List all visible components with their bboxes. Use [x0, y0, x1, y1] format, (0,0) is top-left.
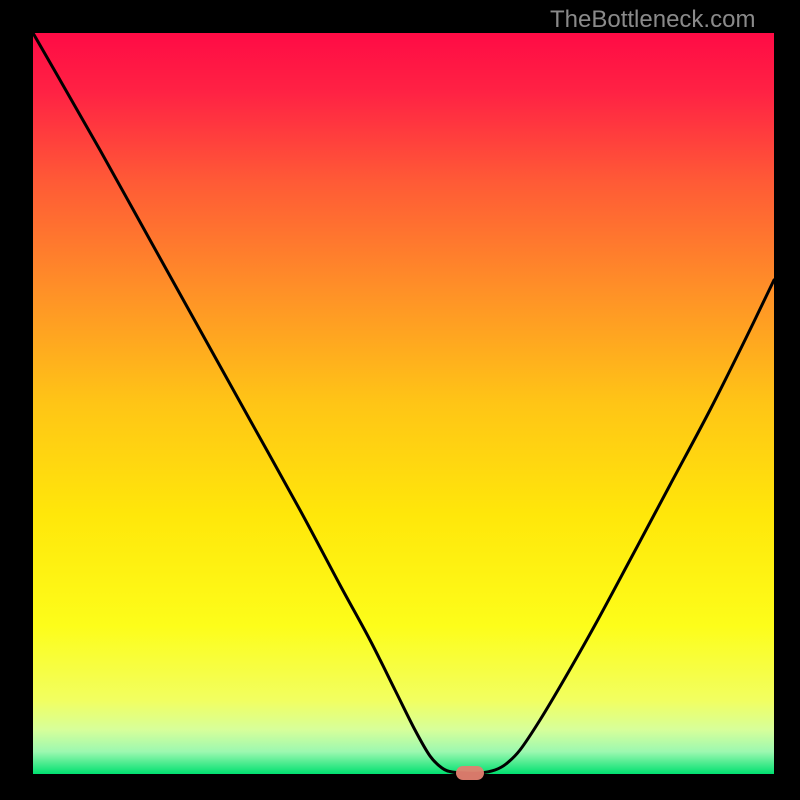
- bottleneck-curve: [33, 33, 774, 773]
- optimal-marker: [456, 766, 484, 780]
- bottleneck-chart: TheBottleneck.com: [0, 0, 800, 800]
- overlay-svg: [0, 0, 800, 800]
